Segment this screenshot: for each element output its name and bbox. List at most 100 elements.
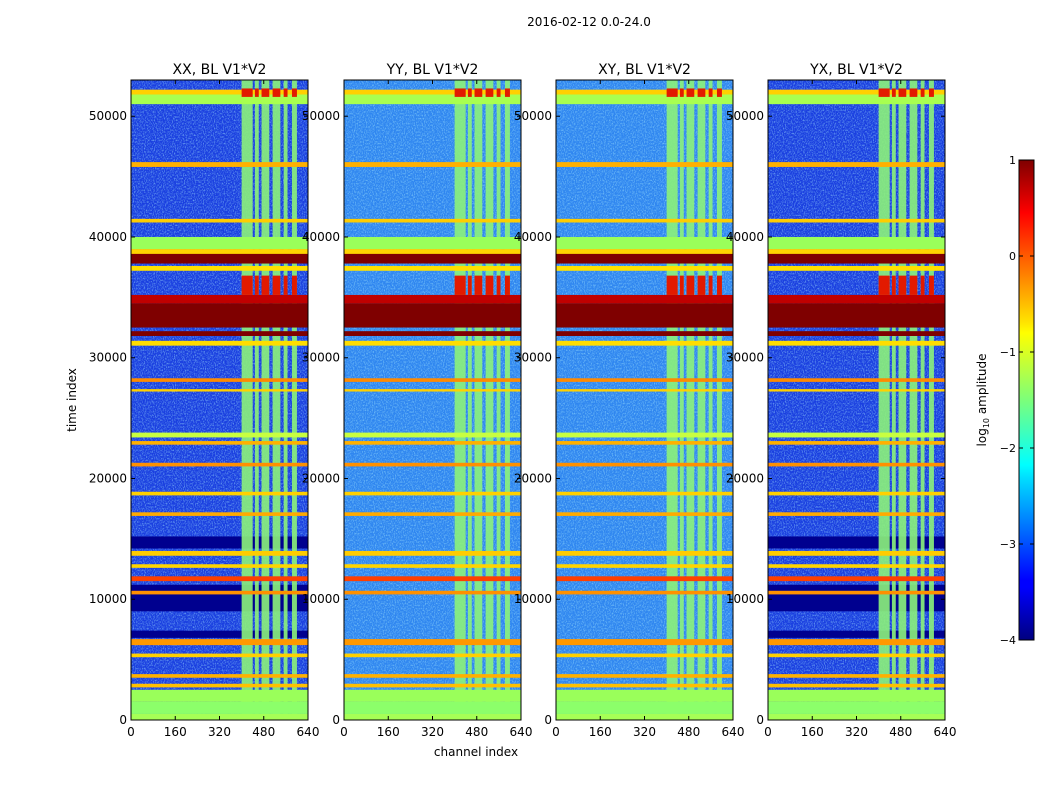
colorbar-label: log10 amplitude [975, 354, 991, 447]
heatmap-cell [716, 275, 722, 295]
heatmap-cell [768, 441, 945, 445]
x-tick-label: 160 [164, 725, 187, 739]
heatmap-cell [344, 94, 521, 105]
heatmap-cell [768, 689, 945, 702]
heatmap-cell [768, 432, 945, 438]
heatmap-cell [131, 512, 308, 516]
heatmap-cell [891, 275, 896, 295]
heatmap-cell [686, 80, 695, 720]
heatmap-cell [556, 441, 733, 445]
y-tick-label: 10000 [514, 592, 552, 606]
heatmap-cell [920, 88, 925, 97]
heatmap-cell [344, 491, 521, 496]
y-tick-label: 50000 [726, 109, 764, 123]
colorbar-tick-label: 0 [1009, 250, 1016, 263]
heatmap-cell [556, 674, 733, 678]
heatmap-cell [131, 689, 308, 702]
heatmap-cell [504, 275, 510, 295]
heatmap-cell [344, 331, 521, 336]
x-tick-label: 640 [297, 725, 320, 739]
x-tick-label: 320 [208, 725, 231, 739]
heatmap-cell [261, 80, 270, 720]
heatmap-cell [768, 303, 945, 328]
y-tick-label: 50000 [302, 109, 340, 123]
heatmap-cell [556, 89, 733, 95]
heatmap-cell [344, 265, 521, 271]
heatmap-cell [131, 303, 308, 328]
heatmap-cell [556, 218, 733, 223]
heatmap-cell [878, 275, 890, 295]
heatmap-cell [556, 683, 733, 688]
heatmap-cell [131, 584, 308, 612]
figure-title: 2016-02-12 0.0-24.0 [527, 15, 651, 29]
heatmap-cell [131, 340, 308, 346]
heatmap-cell [768, 584, 945, 612]
y-tick-label: 20000 [302, 471, 340, 485]
heatmap-cell [768, 536, 945, 549]
heatmap-cell [768, 639, 945, 646]
heatmap-cell [485, 88, 494, 97]
heatmap-cell [768, 340, 945, 346]
heatmap-cell [556, 340, 733, 346]
heatmap-cell [898, 275, 907, 295]
colorbar-tick-label: −2 [1000, 442, 1016, 455]
heatmap-cell [283, 88, 288, 97]
heatmap-cell [344, 389, 521, 392]
colorbar-gradient [1018, 159, 1035, 641]
heatmap-cell [679, 80, 684, 720]
x-tick-label: 480 [252, 725, 275, 739]
heatmap-cell [666, 275, 678, 295]
heatmap-noise [768, 80, 945, 720]
heatmap-cell [131, 441, 308, 445]
heatmap-cell [556, 701, 733, 714]
heatmap-cell [344, 689, 521, 702]
heatmap-cell [344, 162, 521, 167]
heatmap-cell [556, 162, 733, 167]
heatmap-cell [283, 275, 288, 295]
heatmap-cell [556, 294, 733, 304]
heatmap-cell [556, 265, 733, 271]
x-tick-label: 160 [377, 725, 400, 739]
heatmap-cell [666, 88, 678, 97]
heatmap-cell [891, 88, 896, 97]
panel-3: YX, BL V1*V2 0 160 320 480 640 0 10000 20000 3000… [726, 62, 957, 739]
heatmap-cell [344, 378, 521, 382]
heatmap-cell [474, 88, 483, 97]
heatmap-cell [708, 275, 713, 295]
heatmap-cell [556, 653, 733, 658]
heatmap-cell [679, 275, 684, 295]
heatmap-cell [467, 88, 472, 97]
heatmap-cell [344, 550, 521, 556]
heatmap-cell [131, 331, 308, 336]
colorbar-tick-label: −3 [1000, 538, 1016, 551]
y-axis-label: time index [65, 368, 79, 432]
heatmap-cell [768, 253, 945, 264]
colorbar-label-prefix: log [975, 428, 989, 446]
heatmap-cell [768, 683, 945, 688]
heatmap-cell [485, 80, 494, 720]
heatmap-cell [556, 491, 733, 496]
heatmap-cell [716, 80, 722, 720]
y-tick-label: 40000 [726, 230, 764, 244]
heatmap-cell [131, 590, 308, 595]
heatmap-cell [556, 576, 733, 582]
panel-title: XX, BL V1*V2 [173, 62, 267, 78]
y-tick-label: 0 [756, 713, 764, 727]
panel-title: XY, BL V1*V2 [598, 62, 691, 78]
heatmap-cell [556, 249, 733, 256]
heatmap-cell [556, 378, 733, 382]
heatmap-cell [291, 88, 297, 97]
heatmap-cell [131, 550, 308, 556]
heatmap-cell [131, 94, 308, 105]
heatmap-cell [344, 340, 521, 346]
x-tick-label: 320 [845, 725, 868, 739]
heatmap-cell [556, 550, 733, 556]
y-tick-label: 20000 [726, 471, 764, 485]
y-tick-label: 20000 [89, 471, 127, 485]
heatmap-cell [344, 294, 521, 304]
y-tick-label: 10000 [89, 592, 127, 606]
heatmap-cell [556, 564, 733, 568]
heatmap-cell [241, 80, 253, 720]
x-tick-label: 0 [552, 725, 560, 739]
y-tick-label: 50000 [514, 109, 552, 123]
